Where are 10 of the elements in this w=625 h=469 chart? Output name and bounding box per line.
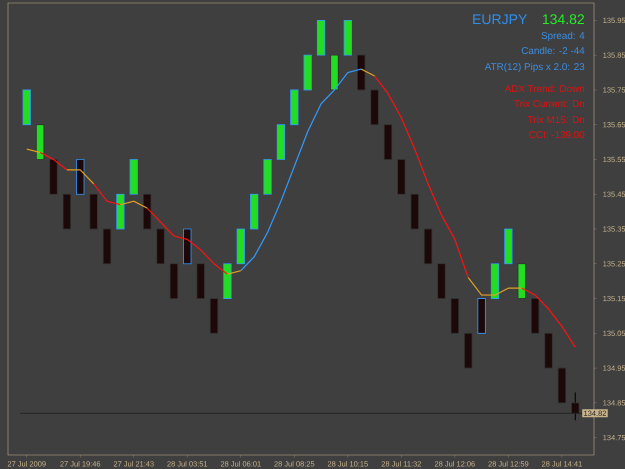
annotation: Trix M15: Dn (528, 116, 584, 124)
annotation: 134.82 (542, 14, 584, 24)
text: EURJPY (473, 14, 527, 24)
annotation: Spread: 4 (541, 32, 584, 42)
candlestick (571, 392, 580, 421)
annotation: ATR(12) Pips x 2.0: 23 (484, 62, 584, 72)
annotation: Candle: -2 -44 (522, 46, 584, 54)
annotation: Trix Current: Dn (514, 100, 584, 108)
annotation: ADX Trend: Down (504, 84, 584, 92)
annotation: CCI: -139.00 (529, 131, 584, 138)
